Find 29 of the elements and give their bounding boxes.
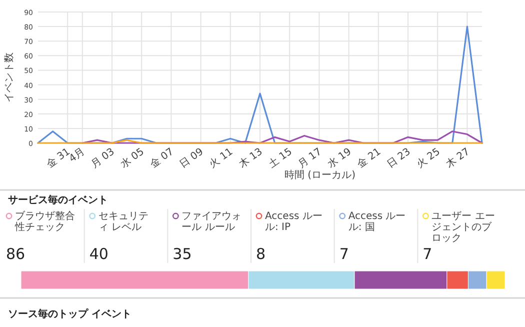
x-tick-label: 金 21 — [355, 146, 384, 170]
data-label: 86 — [6, 245, 26, 263]
x-tick-label: 日 09 — [178, 146, 206, 170]
data-label: 35 — [172, 245, 192, 263]
data-label: 8 — [256, 245, 266, 263]
category-label: Access ルール: IP — [265, 211, 322, 233]
x-tick-label: 水 19 — [325, 146, 354, 170]
category-label: ファイアウォール ルール — [182, 211, 242, 233]
x-tick-label: 日 23 — [385, 146, 413, 170]
x-tick-label: 月 17 — [296, 146, 324, 170]
x-tick-label: 金 07 — [148, 146, 176, 170]
text: ソース毎のトップ イベント — [8, 308, 132, 320]
x-tick-label: 木 27 — [444, 146, 472, 170]
x-tick-label: 火 11 — [207, 146, 236, 170]
category-label: セキュリティ レベル — [98, 211, 148, 233]
category-label: ブラウザ整合性チェック — [14, 210, 75, 233]
y-axis-title: イベント数 — [4, 52, 15, 102]
category-label: Access ルール: 国 — [348, 211, 406, 233]
x-tick-label: 土 15 — [266, 146, 294, 170]
text: サービス毎のイベント — [8, 194, 108, 206]
data-label: 40 — [89, 245, 108, 263]
x-tick-label: 火 25 — [414, 146, 442, 170]
data-label: 7 — [422, 245, 432, 263]
x-tick-label: 木 13 — [236, 146, 265, 170]
x-tick-label: 月 03 — [89, 146, 117, 170]
x-tick-label: 水 05 — [118, 146, 146, 170]
x-axis-title: 時間 (ローカル) — [284, 169, 356, 181]
category-label: ユーザー エージェントのブロック — [432, 211, 495, 244]
data-label: 7 — [339, 245, 349, 263]
